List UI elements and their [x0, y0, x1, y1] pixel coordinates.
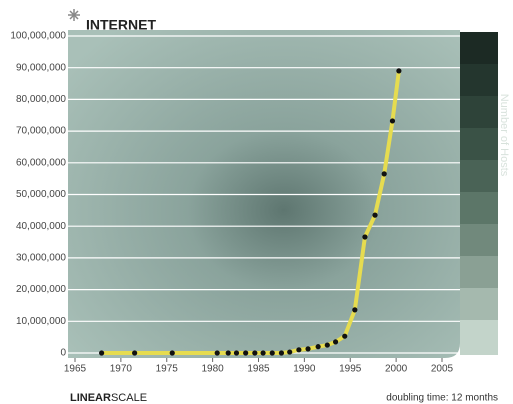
data-point	[305, 346, 311, 352]
data-point	[169, 350, 175, 356]
data-point	[287, 349, 293, 355]
y-tick-label: 0	[60, 348, 66, 359]
data-point	[99, 350, 105, 356]
data-point	[362, 234, 368, 240]
x-tick-label: 1975	[156, 364, 179, 375]
x-tick-label: 1980	[202, 364, 225, 375]
data-point	[381, 171, 387, 177]
x-tick-label: 1970	[110, 364, 133, 375]
footnote: doubling time: 12 months	[386, 393, 498, 404]
y-tick-label: 10,000,000	[16, 316, 66, 327]
data-point	[269, 350, 275, 356]
title-icon	[68, 9, 80, 21]
data-point	[372, 212, 378, 218]
side-label: Number of Hosts	[498, 94, 510, 177]
chart-title: INTERNET	[86, 17, 156, 33]
x-tick-label: 1965	[64, 364, 87, 375]
side-swatches	[460, 32, 498, 355]
x-tick-label: 2000	[385, 364, 408, 375]
y-tick-label: 90,000,000	[16, 62, 66, 73]
y-tick-label: 100,000,000	[10, 31, 66, 42]
y-tick-label: 20,000,000	[16, 284, 66, 295]
data-point	[243, 350, 249, 356]
scale-label: LINEARSCALE	[70, 392, 147, 404]
scale-label-rest: SCALE	[111, 392, 147, 404]
data-point	[396, 68, 402, 74]
x-tick-label: 1990	[293, 364, 316, 375]
y-tick-label: 70,000,000	[16, 126, 66, 137]
data-point	[296, 347, 302, 353]
y-tick-label: 60,000,000	[16, 157, 66, 168]
scale-label-bold: LINEAR	[70, 392, 111, 404]
y-tick-label: 30,000,000	[16, 253, 66, 264]
data-point	[389, 118, 396, 124]
x-tick-label: 2005	[431, 364, 454, 375]
data-point	[315, 344, 321, 350]
y-tick-label: 80,000,000	[16, 94, 66, 105]
data-point	[278, 350, 285, 356]
x-tick-label: 1985	[247, 364, 270, 375]
data-point	[132, 350, 138, 356]
data-point	[260, 350, 266, 356]
x-tick-label: 1995	[339, 364, 362, 375]
data-point	[324, 342, 330, 348]
data-point	[225, 350, 231, 356]
data-point	[352, 307, 358, 313]
y-tick-label: 50,000,000	[16, 189, 66, 200]
data-point	[233, 350, 240, 356]
data-point	[332, 339, 339, 345]
data-point	[342, 333, 348, 339]
y-tick-label: 40,000,000	[16, 221, 66, 232]
data-point	[214, 350, 220, 356]
data-point	[252, 350, 258, 356]
